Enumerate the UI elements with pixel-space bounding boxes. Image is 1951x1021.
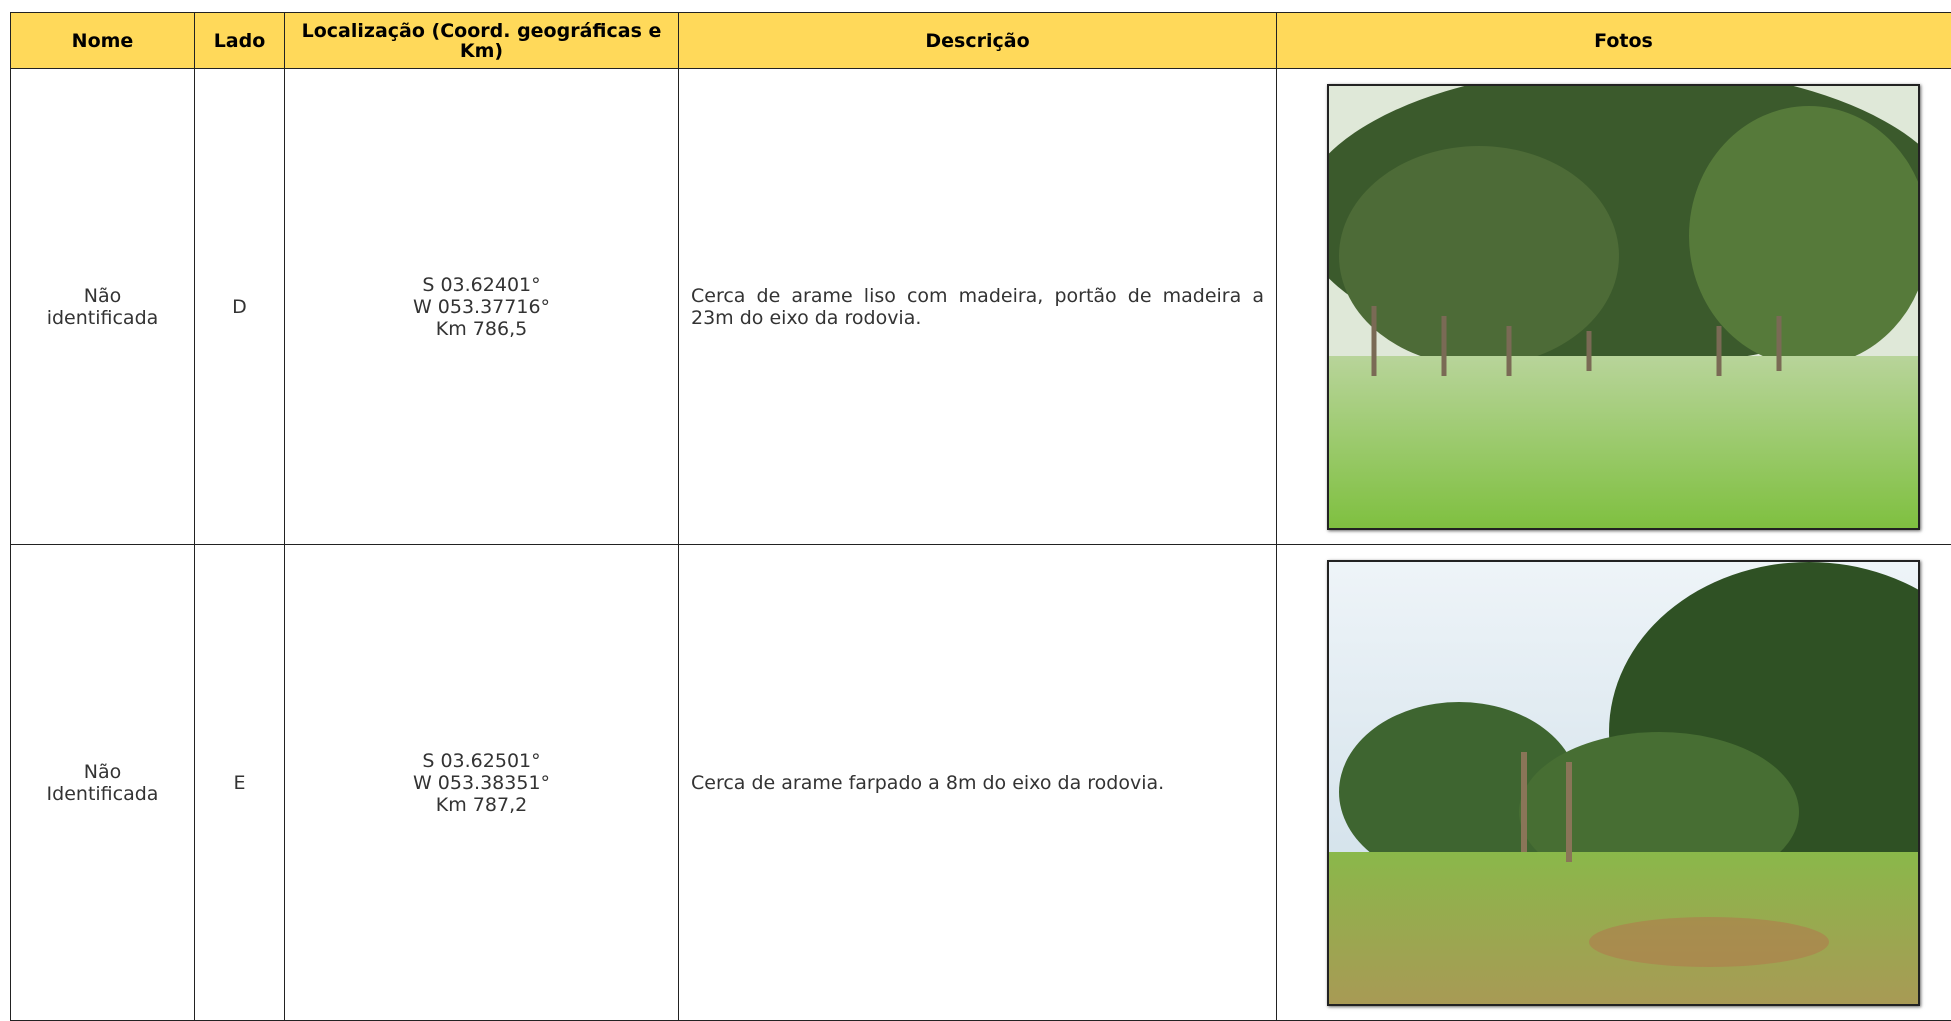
header-row: Nome Lado Localização (Coord. geográfica…: [11, 13, 1951, 69]
cell-text: Km 786,5: [297, 318, 666, 340]
cell-text: S 03.62401°: [297, 274, 666, 296]
header-cell: Fotos: [1277, 13, 1951, 69]
header-cell: Lado: [195, 13, 285, 69]
location-cell: S 03.62501°W 053.38351°Km 787,2: [285, 545, 679, 1021]
side-cell: D: [195, 69, 285, 545]
cell-text: S 03.62501°: [297, 750, 666, 772]
cell-text: Km 787,2: [297, 794, 666, 816]
description-cell: Cerca de arame liso com madeira, portão …: [679, 69, 1277, 545]
header-cell: Descrição: [679, 13, 1277, 69]
data-table: Nome Lado Localização (Coord. geográfica…: [10, 12, 1951, 1021]
cell-text: W 053.37716°: [297, 296, 666, 318]
cell-text: identificada: [23, 307, 182, 329]
header-cell: Localização (Coord. geográficas e Km): [285, 13, 679, 69]
cell-text: W 053.38351°: [297, 772, 666, 794]
header-cell: Nome: [11, 13, 195, 69]
description-cell: Cerca de arame farpado a 8m do eixo da r…: [679, 545, 1277, 1021]
cell-text: Não: [23, 285, 182, 307]
cell-text: Não: [23, 761, 182, 783]
photo-cell: [1277, 545, 1951, 1021]
side-cell: E: [195, 545, 285, 1021]
location-cell: S 03.62401°W 053.37716°Km 786,5: [285, 69, 679, 545]
photo: [1327, 560, 1920, 1006]
photo-cell: [1277, 69, 1951, 545]
cell-text: Identificada: [23, 783, 182, 805]
photo: [1327, 84, 1920, 530]
